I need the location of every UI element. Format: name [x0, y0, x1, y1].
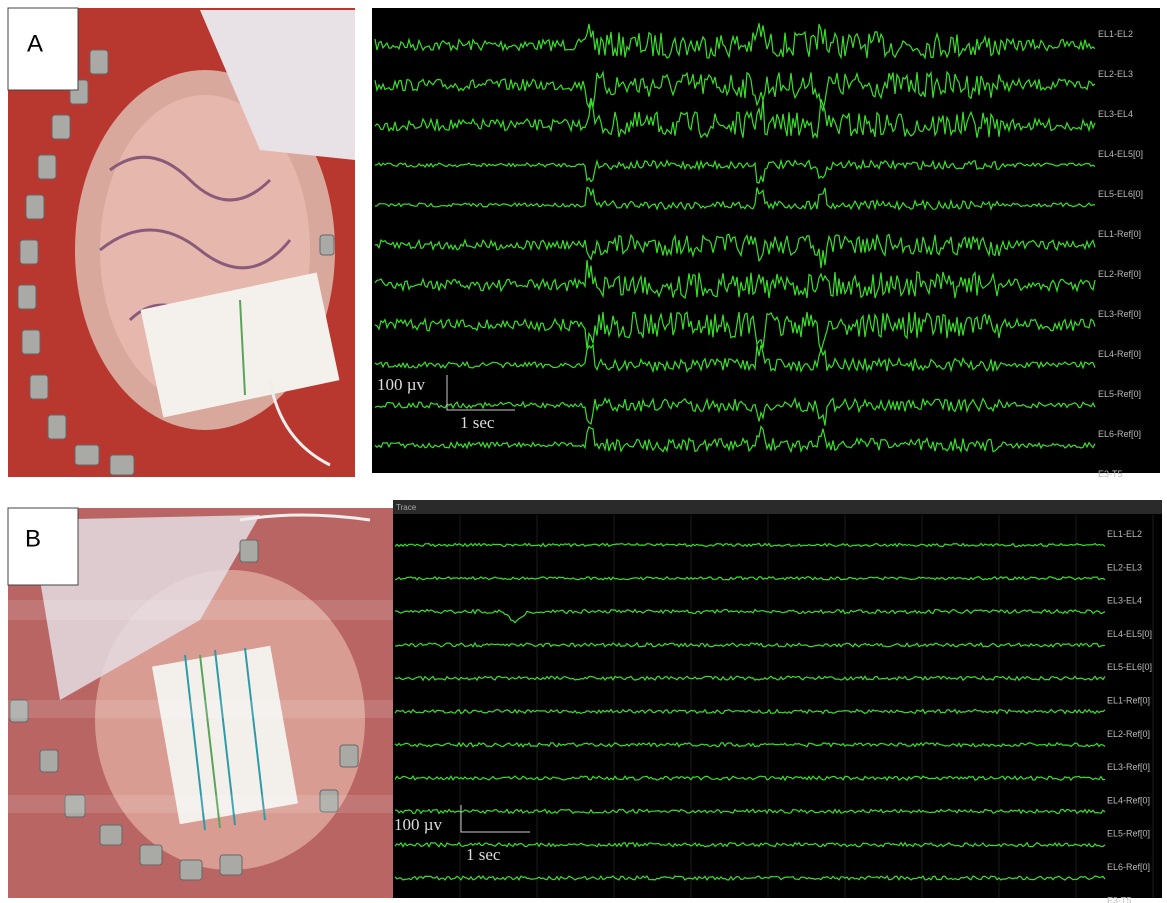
scale-time: 1 sec: [466, 845, 501, 864]
channel-label: EL2-EL3: [1107, 562, 1142, 572]
channel-label: EL4-EL5[0]: [1107, 629, 1152, 639]
channel-label: EL4-Ref[0]: [1107, 795, 1150, 805]
label-box: [8, 508, 78, 585]
channel-label: EL3-EL4: [1107, 596, 1142, 606]
channel-label: EL3-Ref[0]: [1098, 309, 1141, 319]
panel-label: A: [27, 30, 43, 57]
channel-label: EL1-Ref[0]: [1098, 229, 1141, 239]
channel-label: EL2-EL3: [1098, 69, 1133, 79]
channel-label: EL5-EL6[0]: [1098, 189, 1143, 199]
channel-label: EL1-Ref[0]: [1107, 696, 1150, 706]
channel-label: EL2-Ref[0]: [1098, 269, 1141, 279]
channel-label: EL6-Ref[0]: [1098, 429, 1141, 439]
scale-time: 1 sec: [460, 413, 495, 432]
trace-panel: [372, 8, 1160, 473]
channel-label: EL5-EL6[0]: [1107, 662, 1152, 672]
channel-label: E3-T5: [1107, 895, 1132, 903]
channel-label: EL1-EL2: [1098, 29, 1133, 39]
channel-label: EL3-Ref[0]: [1107, 762, 1150, 772]
scale-amplitude: 100 µv: [394, 815, 443, 834]
figure: A B Trace EL1-EL2 EL2-EL3 EL3-EL4 EL4-EL5[0…: [0, 0, 1167, 903]
channel-label: EL5-Ref[0]: [1107, 829, 1150, 839]
scale-amplitude: 100 µv: [377, 375, 426, 394]
channel-label: EL3-EL4: [1098, 109, 1133, 119]
trace-panel: [393, 500, 1162, 898]
channel-label: EL4-EL5[0]: [1098, 149, 1143, 159]
panel-label: B: [25, 525, 41, 552]
channel-label: EL1-EL2: [1107, 529, 1142, 539]
window-title-bar: [393, 500, 1162, 514]
channel-label: EL6-Ref[0]: [1107, 862, 1150, 872]
channel-label: EL4-Ref[0]: [1098, 349, 1141, 359]
channel-label: EL2-Ref[0]: [1107, 729, 1150, 739]
channel-label: E3-T5: [1098, 469, 1123, 479]
window-title: Trace: [396, 503, 417, 512]
channel-label: EL5-Ref[0]: [1098, 389, 1141, 399]
